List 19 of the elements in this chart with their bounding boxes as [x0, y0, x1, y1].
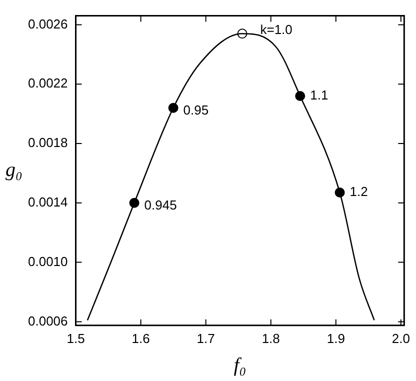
- annotation: 1.2: [350, 184, 368, 200]
- x-tick-label: 2.0: [392, 330, 410, 346]
- annotation: 0.95: [183, 102, 209, 118]
- annotation: 1.1: [310, 88, 328, 103]
- y-tick-label: 0.0022: [28, 76, 68, 91]
- x-axis-title: f₀: [234, 354, 246, 376]
- y-axis-title: g₀: [6, 158, 23, 181]
- y-tick-label: 0.0026: [28, 16, 68, 32]
- y-tick-label: 0.0006: [28, 313, 68, 328]
- x-tick-label: 1.5: [66, 330, 85, 346]
- annotation: k=1.0: [260, 22, 292, 38]
- y-tick-label: 0.0014: [28, 194, 68, 210]
- annotation: 0.945: [144, 197, 177, 212]
- x-tick-label: 1.6: [132, 330, 150, 346]
- x-tick-label: 1.9: [326, 330, 345, 346]
- y-tick-label: 0.0010: [28, 254, 68, 269]
- y-tick-label: 0.0018: [28, 135, 68, 150]
- x-tick-label: 1.7: [196, 330, 215, 346]
- x-tick-label: 1.8: [262, 330, 280, 346]
